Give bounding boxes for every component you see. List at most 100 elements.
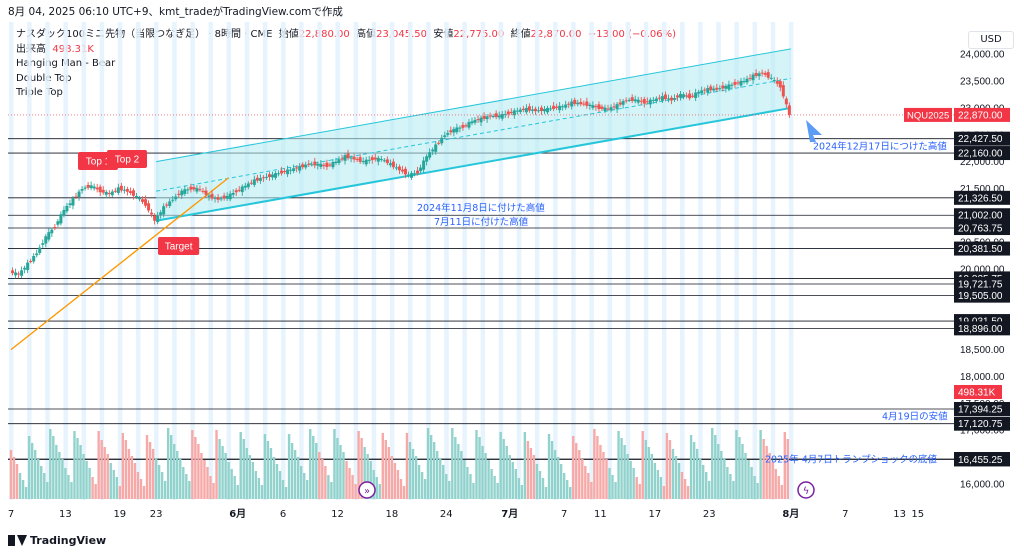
y-tick-label: 23,500.00 bbox=[960, 77, 1005, 88]
price-level-label: 21,326.50 bbox=[958, 193, 1003, 204]
volume-bar bbox=[517, 478, 521, 499]
currency-button[interactable]: USD bbox=[968, 31, 1014, 49]
tradingview-logo-icon bbox=[8, 535, 27, 546]
volume-bar bbox=[284, 487, 288, 499]
candle-body bbox=[231, 192, 235, 195]
volume-bar bbox=[136, 472, 140, 499]
y-tick-label: 20,500.00 bbox=[960, 238, 1005, 249]
session-band bbox=[734, 22, 739, 500]
candle-body bbox=[524, 107, 528, 113]
candle-body bbox=[316, 163, 320, 166]
volume-bar bbox=[680, 472, 684, 499]
volume-bar bbox=[176, 451, 179, 499]
close-value: 22,870.00 bbox=[530, 29, 582, 40]
volume-bar bbox=[148, 442, 152, 499]
candle-body bbox=[367, 159, 371, 161]
volume-bar bbox=[173, 444, 176, 499]
volume-bar bbox=[206, 467, 209, 499]
volume-bar bbox=[130, 456, 134, 499]
price-level-label: 16,455.25 bbox=[958, 455, 1003, 466]
candle-body bbox=[485, 116, 489, 120]
pattern-label-text: Top 1 bbox=[86, 157, 111, 168]
candle-body bbox=[225, 196, 229, 199]
volume-bar bbox=[33, 450, 37, 499]
candle-body bbox=[597, 104, 601, 110]
pattern-double-top[interactable]: Double Top bbox=[16, 72, 72, 84]
candle-body bbox=[119, 185, 123, 191]
volume-bar bbox=[9, 450, 13, 499]
candle-body bbox=[110, 191, 114, 196]
candle-body bbox=[400, 169, 404, 172]
candle-body bbox=[527, 106, 531, 111]
volume-bar bbox=[348, 468, 351, 499]
candle-body bbox=[17, 273, 21, 275]
candle-body bbox=[113, 190, 117, 192]
pattern-hanging-man[interactable]: Hanging Man - Bear bbox=[16, 58, 116, 69]
volume-bar bbox=[629, 461, 632, 499]
volume-bar bbox=[278, 471, 282, 499]
high-label: 高値 bbox=[356, 29, 377, 40]
pattern-triple-top[interactable]: Triple Top bbox=[16, 87, 63, 98]
volume-bar bbox=[191, 430, 194, 499]
volume-bar bbox=[312, 436, 315, 499]
candle-body bbox=[361, 161, 365, 163]
volume-bar bbox=[596, 436, 599, 499]
candle-body bbox=[150, 212, 154, 215]
candle-body bbox=[65, 205, 69, 212]
price-level-badge bbox=[954, 452, 1010, 467]
price-level-badge bbox=[954, 314, 1010, 329]
volume-badge-label: 498.31K bbox=[958, 388, 996, 399]
candle-body bbox=[101, 189, 105, 193]
price-level-label: 20,763.75 bbox=[958, 224, 1003, 235]
level-annotation: 7月11日に付けた高値 bbox=[434, 216, 529, 228]
candle-body bbox=[322, 164, 326, 166]
volume-bar bbox=[556, 457, 560, 499]
candle-body bbox=[494, 113, 498, 118]
candle-body bbox=[543, 109, 547, 112]
volume-bar bbox=[315, 443, 318, 499]
volume-bar bbox=[647, 447, 650, 499]
volume-bar bbox=[230, 469, 233, 499]
volume-bar bbox=[550, 441, 554, 499]
candle-body bbox=[277, 173, 281, 175]
volume-bar bbox=[145, 435, 149, 499]
y-tick-label: 17,000.00 bbox=[960, 426, 1005, 437]
lightning-icon-glyph: ϟ bbox=[803, 486, 810, 497]
tradingview-brand[interactable]: TradingView bbox=[8, 534, 106, 547]
candle-body bbox=[570, 101, 574, 107]
volume-bar bbox=[759, 430, 762, 499]
volume-bar bbox=[390, 456, 394, 499]
volume-bar bbox=[674, 456, 678, 499]
candle-body bbox=[745, 78, 749, 83]
volume-bar bbox=[263, 434, 267, 499]
volume-bar bbox=[37, 459, 40, 499]
volume-bar bbox=[565, 480, 569, 499]
candle-body bbox=[222, 195, 226, 199]
open-label: 始値 bbox=[278, 29, 299, 40]
candle-body bbox=[286, 169, 290, 175]
candle-body bbox=[104, 191, 108, 195]
volume-bar bbox=[523, 432, 527, 499]
volume-bar bbox=[94, 484, 97, 499]
candle-body bbox=[721, 85, 725, 89]
candle-body bbox=[407, 174, 411, 176]
down-arrow-icon bbox=[806, 120, 822, 142]
volume-bar bbox=[520, 485, 524, 499]
candle-body bbox=[258, 178, 262, 181]
x-tick-label: 18 bbox=[385, 509, 398, 520]
candle-body bbox=[760, 72, 764, 74]
candle-body bbox=[437, 142, 441, 144]
candle-body bbox=[240, 186, 244, 193]
candle-body bbox=[449, 130, 453, 133]
volume-bar bbox=[272, 457, 276, 499]
candle-body bbox=[358, 157, 362, 162]
volume-bar bbox=[266, 441, 270, 499]
volume-bar bbox=[581, 459, 584, 499]
pattern-label-box bbox=[107, 150, 147, 168]
volume-bar bbox=[378, 484, 381, 499]
candle-body bbox=[694, 92, 698, 99]
volume-bar bbox=[562, 473, 566, 499]
volume-bar bbox=[275, 464, 279, 499]
volume-bar bbox=[705, 472, 708, 499]
candle-body bbox=[585, 101, 589, 106]
